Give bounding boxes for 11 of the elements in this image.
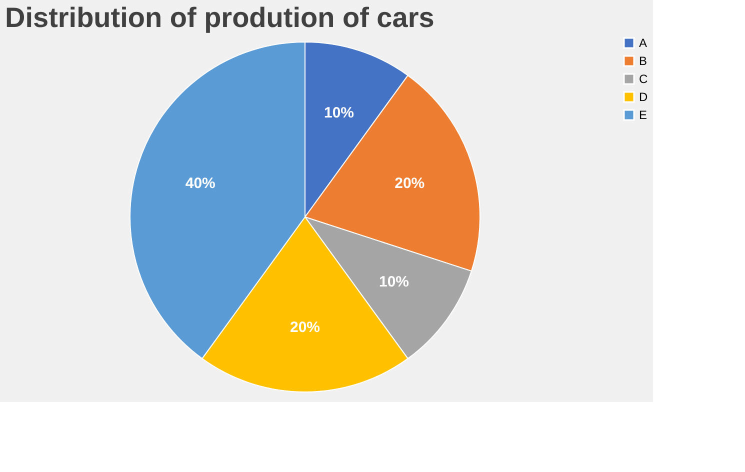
chart-title: Distribution of prodution of cars: [5, 2, 434, 33]
legend-label: B: [639, 54, 648, 68]
legend-label: A: [639, 36, 648, 50]
data-label: 20%: [394, 175, 425, 192]
data-label: 10%: [324, 104, 354, 122]
data-label: 10%: [378, 274, 410, 291]
legend-label: C: [639, 72, 648, 86]
legend-label: D: [639, 90, 648, 104]
legend-label: E: [639, 108, 648, 122]
data-label: 40%: [185, 175, 216, 192]
data-label: 20%: [290, 319, 320, 336]
